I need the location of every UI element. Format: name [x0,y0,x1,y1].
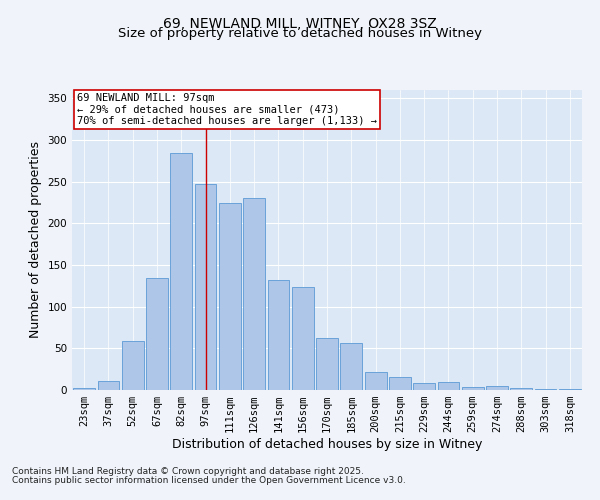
Bar [122,341,143,390]
Bar [146,278,168,390]
Bar [462,386,484,390]
Bar [97,381,119,390]
Bar [535,389,556,390]
Bar [268,280,289,390]
Bar [316,338,338,390]
Bar [511,388,532,390]
Bar [365,372,386,390]
Bar [389,376,411,390]
Bar [170,152,192,390]
Text: 69 NEWLAND MILL: 97sqm
← 29% of detached houses are smaller (473)
70% of semi-de: 69 NEWLAND MILL: 97sqm ← 29% of detached… [77,93,377,126]
Bar [559,389,581,390]
X-axis label: Distribution of detached houses by size in Witney: Distribution of detached houses by size … [172,438,482,451]
Bar [413,382,435,390]
Bar [73,388,95,390]
Bar [486,386,508,390]
Text: Contains public sector information licensed under the Open Government Licence v3: Contains public sector information licen… [12,476,406,485]
Text: Size of property relative to detached houses in Witney: Size of property relative to detached ho… [118,28,482,40]
Bar [194,184,217,390]
Bar [292,286,314,390]
Y-axis label: Number of detached properties: Number of detached properties [29,142,42,338]
Bar [340,344,362,390]
Text: Contains HM Land Registry data © Crown copyright and database right 2025.: Contains HM Land Registry data © Crown c… [12,467,364,476]
Text: 69, NEWLAND MILL, WITNEY, OX28 3SZ: 69, NEWLAND MILL, WITNEY, OX28 3SZ [163,18,437,32]
Bar [219,202,241,390]
Bar [243,198,265,390]
Bar [437,382,460,390]
